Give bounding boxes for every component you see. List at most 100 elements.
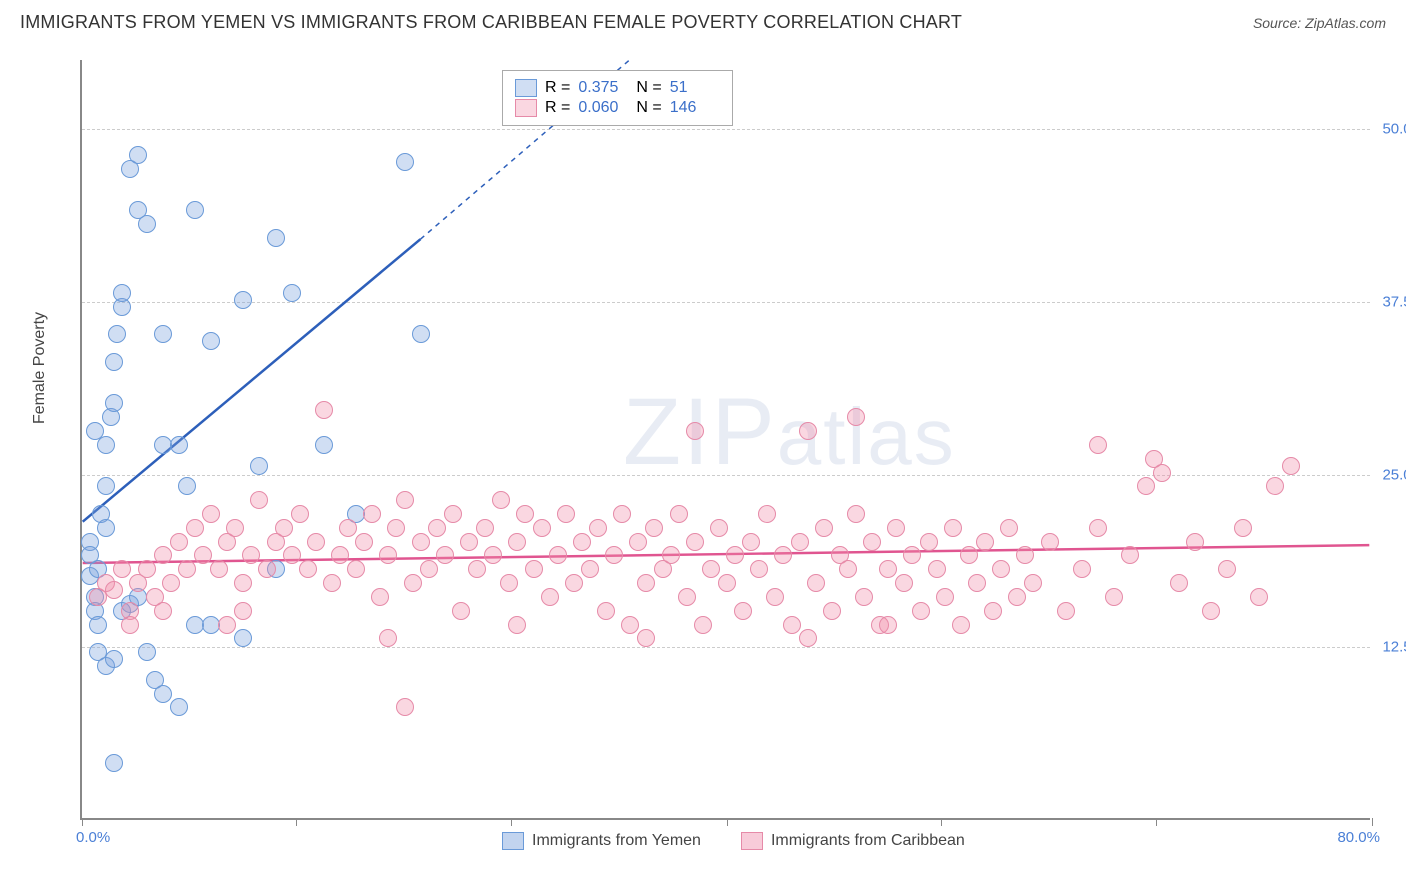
data-point: [799, 422, 817, 440]
data-point: [113, 284, 131, 302]
data-point: [920, 533, 938, 551]
data-point: [726, 546, 744, 564]
legend-row: R = 0.060 N = 146: [515, 99, 720, 117]
y-axis-title: Female Poverty: [31, 312, 49, 424]
data-point: [186, 201, 204, 219]
data-point: [1089, 519, 1107, 537]
data-point: [339, 519, 357, 537]
series-legend-label: Immigrants from Yemen: [532, 832, 701, 850]
data-point: [154, 602, 172, 620]
series-legend-item: Immigrants from Yemen: [502, 832, 701, 850]
data-point: [1008, 588, 1026, 606]
data-point: [839, 560, 857, 578]
data-point: [315, 401, 333, 419]
data-point: [379, 629, 397, 647]
data-point: [581, 560, 599, 578]
data-point: [105, 353, 123, 371]
data-point: [799, 629, 817, 647]
series-legend-label: Immigrants from Caribbean: [771, 832, 965, 850]
x-tick: [296, 818, 297, 826]
data-point: [97, 519, 115, 537]
data-point: [944, 519, 962, 537]
data-point: [597, 602, 615, 620]
data-point: [154, 325, 172, 343]
data-point: [589, 519, 607, 537]
data-point: [460, 533, 478, 551]
data-point: [396, 491, 414, 509]
data-point: [557, 505, 575, 523]
data-point: [234, 291, 252, 309]
data-point: [1041, 533, 1059, 551]
x-tick: [1372, 818, 1373, 826]
data-point: [815, 519, 833, 537]
data-point: [783, 616, 801, 634]
data-point: [1089, 436, 1107, 454]
data-point: [396, 153, 414, 171]
data-point: [621, 616, 639, 634]
data-point: [678, 588, 696, 606]
data-point: [670, 505, 688, 523]
data-point: [202, 505, 220, 523]
data-point: [968, 574, 986, 592]
data-point: [234, 629, 252, 647]
x-tick: [1156, 818, 1157, 826]
data-point: [194, 546, 212, 564]
legend-swatch: [515, 99, 537, 117]
data-point: [234, 602, 252, 620]
data-point: [912, 602, 930, 620]
data-point: [138, 215, 156, 233]
data-point: [525, 560, 543, 578]
data-point: [412, 533, 430, 551]
data-point: [250, 491, 268, 509]
data-point: [347, 560, 365, 578]
data-point: [662, 546, 680, 564]
y-tick-label: 37.5%: [1382, 293, 1406, 310]
data-point: [710, 519, 728, 537]
data-point: [170, 698, 188, 716]
data-point: [895, 574, 913, 592]
legend-swatch: [502, 832, 524, 850]
legend-r-label: R =: [545, 99, 570, 117]
data-point: [121, 616, 139, 634]
data-point: [283, 284, 301, 302]
data-point: [154, 546, 172, 564]
data-point: [960, 546, 978, 564]
data-point: [323, 574, 341, 592]
data-point: [1137, 477, 1155, 495]
data-point: [283, 546, 301, 564]
legend-n-label: N =: [636, 99, 661, 117]
data-point: [178, 477, 196, 495]
data-point: [129, 146, 147, 164]
data-point: [936, 588, 954, 606]
data-point: [113, 560, 131, 578]
chart-source: Source: ZipAtlas.com: [1253, 15, 1386, 31]
data-point: [218, 616, 236, 634]
data-point: [629, 533, 647, 551]
data-point: [686, 533, 704, 551]
data-point: [170, 436, 188, 454]
data-point: [1016, 546, 1034, 564]
data-point: [105, 581, 123, 599]
data-point: [154, 685, 172, 703]
data-point: [774, 546, 792, 564]
data-point: [1153, 464, 1171, 482]
data-point: [766, 588, 784, 606]
data-point: [879, 616, 897, 634]
data-point: [702, 560, 720, 578]
data-point: [549, 546, 567, 564]
series-legend: Immigrants from Yemen Immigrants from Ca…: [502, 832, 965, 850]
x-tick: [941, 818, 942, 826]
data-point: [500, 574, 518, 592]
plot-area: ZIPatlas 12.5%25.0%37.5%50.0% R = 0.375 …: [80, 60, 1370, 820]
data-point: [565, 574, 583, 592]
data-point: [508, 616, 526, 634]
data-point: [508, 533, 526, 551]
data-point: [404, 574, 422, 592]
data-point: [1073, 560, 1091, 578]
x-axis-min-label: 0.0%: [76, 829, 110, 846]
data-point: [694, 616, 712, 634]
data-point: [605, 546, 623, 564]
legend-r-label: R =: [545, 79, 570, 97]
data-point: [750, 560, 768, 578]
data-point: [476, 519, 494, 537]
